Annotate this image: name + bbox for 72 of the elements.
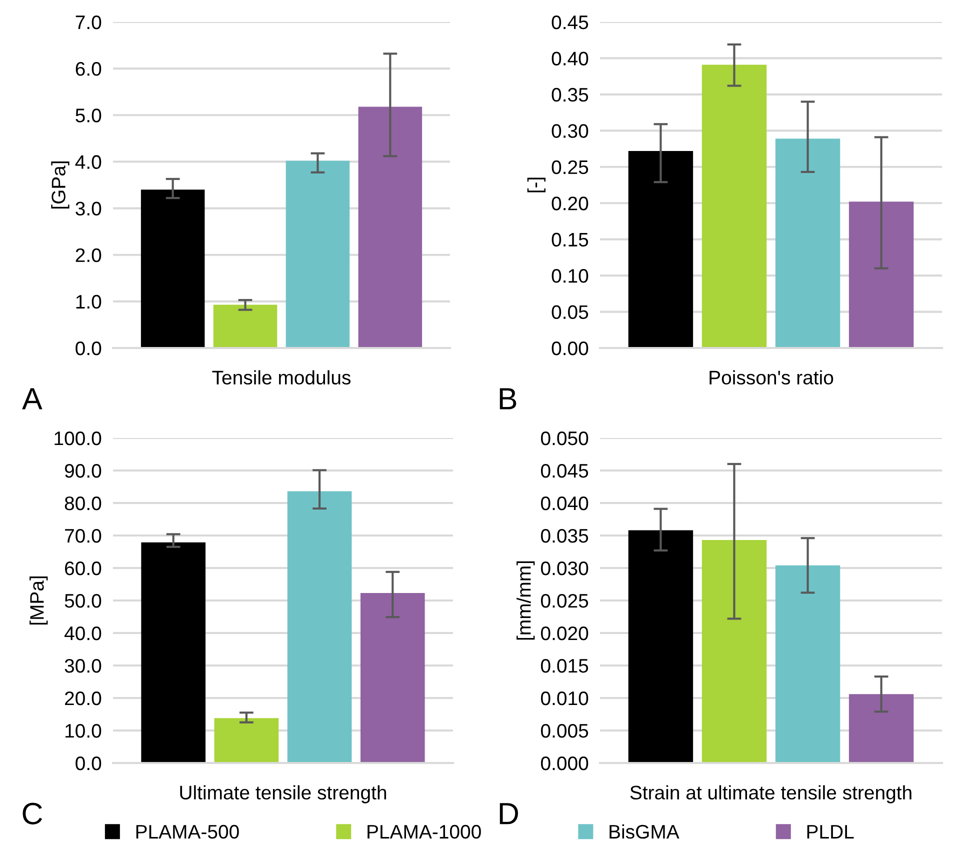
y-tick-label: 0.45 xyxy=(552,15,588,30)
y-axis-title: [-] xyxy=(527,178,546,192)
y-tick-label: 0.010 xyxy=(540,691,588,706)
y-tick-label: 0.005 xyxy=(540,724,588,738)
y-tick-label: 3.0 xyxy=(76,202,102,216)
bar xyxy=(848,694,914,763)
y-axis-title: [mm/mm] xyxy=(516,561,535,640)
y-tick-label: 0.40 xyxy=(552,52,588,66)
legend-label: PLDL xyxy=(807,825,854,838)
y-tick-label: 0.0 xyxy=(76,756,102,770)
y-tick-label: 0.040 xyxy=(540,496,588,510)
y-tick-label: 0.00 xyxy=(552,341,588,356)
y-tick-label: 0.05 xyxy=(552,305,588,320)
x-axis-title: Tensile modulus xyxy=(212,370,351,385)
y-tick-label: 50.0 xyxy=(64,594,102,608)
y-tick-label: 0.025 xyxy=(540,594,588,608)
y-tick-label: 0.035 xyxy=(540,528,588,543)
y-tick-label: 0.050 xyxy=(540,431,588,446)
y-tick-label: 0.000 xyxy=(540,756,588,770)
bar xyxy=(141,542,206,763)
y-tick-label: 0.15 xyxy=(552,232,588,247)
y-tick-label: 0.20 xyxy=(552,196,588,210)
bar xyxy=(775,138,840,348)
y-tick-label: 0.10 xyxy=(552,269,588,283)
bar xyxy=(213,304,278,348)
y-tick-label: 70.0 xyxy=(65,528,102,543)
y-tick-label: 6.0 xyxy=(76,62,102,76)
y-tick-label: 80.0 xyxy=(64,496,102,510)
bar xyxy=(360,593,425,763)
bar xyxy=(775,565,840,763)
y-tick-label: 0.030 xyxy=(540,561,588,576)
y-tick-label: 20.0 xyxy=(65,691,102,706)
bar xyxy=(702,540,767,763)
legend-label: PLAMA-1000 xyxy=(368,824,481,839)
legend-label: PLAMA-500 xyxy=(136,824,239,839)
bar xyxy=(140,190,205,348)
x-axis-title: Poisson's ratio xyxy=(710,370,834,385)
text: A xyxy=(22,388,42,410)
y-tick-label: 1.0 xyxy=(76,294,102,309)
y-tick-label: 10.0 xyxy=(66,724,102,738)
y-axis-title: [MPa] xyxy=(30,576,48,625)
y-tick-label: 4.0 xyxy=(75,155,102,169)
x-axis-title: Strain at ultimate tensile strength xyxy=(630,785,912,804)
bar xyxy=(214,718,279,763)
legend-label: BisGMA xyxy=(610,824,680,839)
x-axis-title: Ultimate tensile strength xyxy=(180,785,386,804)
y-tick-label: 30.0 xyxy=(64,658,102,673)
bar xyxy=(848,202,914,348)
y-tick-label: 0.30 xyxy=(552,124,588,138)
bar xyxy=(286,160,350,348)
y-tick-label: 5.0 xyxy=(76,108,102,122)
text: C xyxy=(22,802,42,824)
bar xyxy=(628,150,694,348)
text: B xyxy=(500,388,516,410)
y-tick-label: 7.0 xyxy=(76,15,102,30)
bar xyxy=(287,491,352,763)
y-tick-label: 2.0 xyxy=(76,248,102,262)
y-tick-label: 60.0 xyxy=(65,561,102,576)
y-tick-label: 0.020 xyxy=(540,626,588,640)
bar xyxy=(628,530,694,763)
bar xyxy=(358,106,422,348)
bar xyxy=(702,64,767,348)
y-tick-label: 0.0 xyxy=(76,341,102,356)
y-tick-label: 100.0 xyxy=(54,431,102,446)
y-tick-label: 0.35 xyxy=(552,88,588,102)
y-axis-title: [GPa] xyxy=(51,162,70,208)
y-tick-label: 40.0 xyxy=(64,626,102,640)
y-tick-label: 0.25 xyxy=(552,160,588,174)
text: D xyxy=(500,803,518,824)
y-tick-label: 90.0 xyxy=(64,464,102,478)
y-tick-label: 0.045 xyxy=(540,464,588,478)
y-tick-label: 0.015 xyxy=(540,658,588,673)
